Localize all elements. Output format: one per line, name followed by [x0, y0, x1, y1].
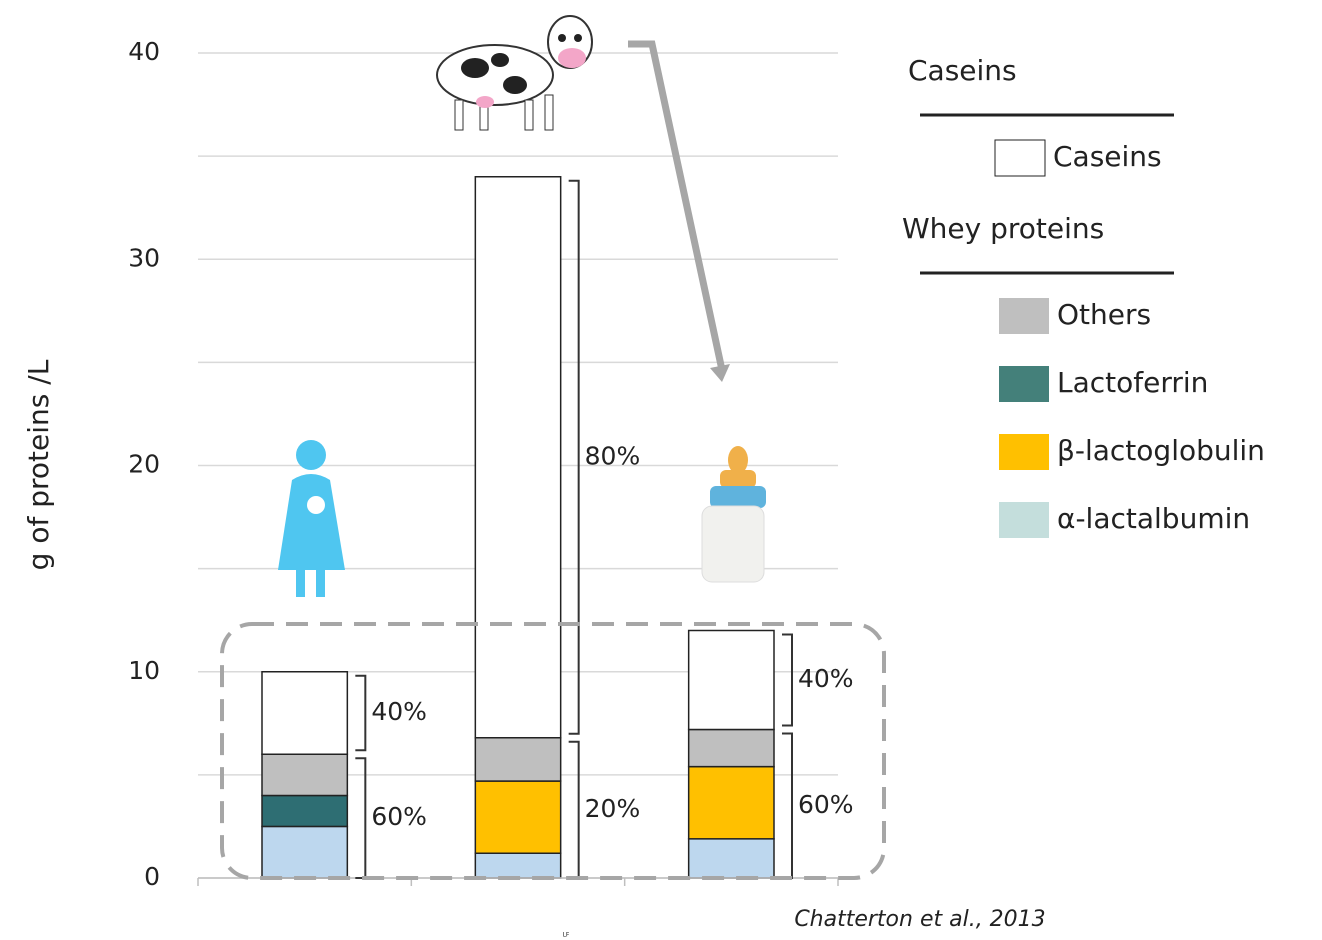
annotation: 20%	[585, 794, 641, 823]
bar-segment	[687, 765, 775, 840]
bracket	[782, 633, 793, 727]
annotation: 80%	[585, 441, 641, 470]
legend-swatch	[999, 434, 1049, 470]
y-axis-label: g of proteins /L	[22, 359, 55, 570]
y-tick-label: 10	[128, 656, 160, 685]
bar-segment	[261, 671, 349, 755]
bar-segment	[687, 838, 775, 879]
annotation: 60%	[371, 802, 427, 831]
bracket	[568, 179, 580, 735]
legend-swatch	[999, 502, 1049, 538]
highlight-box	[220, 622, 886, 880]
y-tick-label: 40	[128, 37, 160, 66]
legend-label: Caseins	[1053, 140, 1162, 173]
annotation: 40%	[798, 664, 854, 693]
legend-label: Lactoferrin	[1057, 366, 1208, 399]
legend-swatch	[999, 366, 1049, 402]
legend-swatch	[999, 298, 1049, 334]
legend-label: Others	[1057, 298, 1151, 331]
bar-segment	[687, 728, 775, 768]
bar-segment	[474, 852, 562, 879]
bottle-icon	[701, 446, 766, 583]
arrow-head	[710, 364, 730, 382]
y-tick-label: 30	[128, 243, 160, 272]
annotation: 40%	[371, 697, 427, 726]
y-tick-label: 0	[144, 862, 160, 891]
cow-icon	[436, 15, 593, 131]
legend-label: α-lactalbumin	[1057, 502, 1250, 535]
plot: 0 10 20 30 40 40% 60% 80% 20% 40% 60%	[128, 37, 853, 891]
bar-segment	[687, 629, 775, 731]
bar-segment	[474, 737, 562, 782]
bar-segment	[474, 176, 562, 739]
source: Chatterton et al., 2013	[794, 907, 1045, 932]
bracket	[568, 740, 580, 879]
bracket	[355, 757, 367, 879]
mother-icon	[278, 440, 345, 597]
bar-segment	[261, 794, 349, 828]
bar-segment	[474, 780, 562, 854]
y-tick-label: 20	[128, 450, 160, 479]
legend-swatch	[994, 139, 1046, 177]
legend-group-title: Whey proteins	[902, 212, 1104, 245]
legend-label: β-lactoglobulin	[1057, 434, 1265, 467]
bar-segment	[261, 753, 349, 797]
bracket	[355, 674, 367, 752]
arrow	[628, 40, 726, 371]
annotation: 60%	[798, 790, 854, 819]
bracket	[782, 732, 793, 879]
bar-segment	[261, 825, 349, 879]
legend-group-title: Caseins	[908, 54, 1017, 87]
footnote-mark: LF	[563, 932, 570, 939]
